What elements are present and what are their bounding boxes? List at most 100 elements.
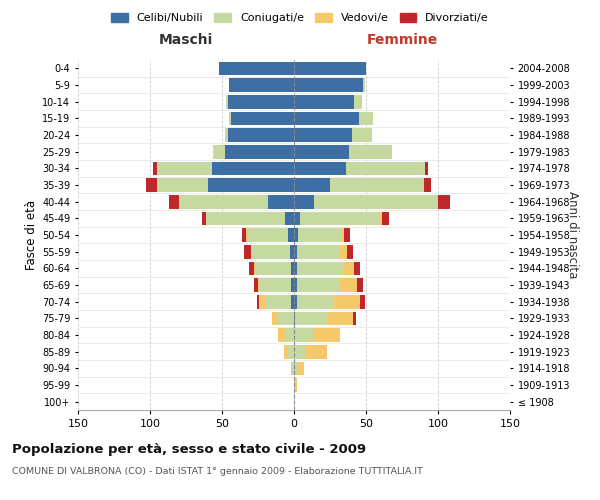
Bar bbox=[355, 95, 362, 108]
Bar bbox=[179, 195, 268, 208]
Bar bbox=[294, 295, 297, 308]
Bar bbox=[259, 278, 291, 292]
Bar bbox=[255, 262, 291, 275]
Bar bbox=[294, 112, 359, 125]
Bar bbox=[349, 145, 392, 158]
Bar bbox=[359, 112, 373, 125]
Bar bbox=[379, 212, 382, 225]
Bar bbox=[314, 195, 437, 208]
Bar bbox=[229, 78, 294, 92]
Bar bbox=[346, 162, 425, 175]
Bar bbox=[297, 262, 343, 275]
Bar bbox=[330, 178, 424, 192]
Bar bbox=[251, 245, 252, 258]
Bar bbox=[294, 362, 297, 375]
Bar bbox=[206, 212, 286, 225]
Bar bbox=[265, 295, 291, 308]
Bar bbox=[254, 278, 258, 292]
Bar bbox=[229, 112, 230, 125]
Bar bbox=[314, 328, 340, 342]
Bar bbox=[219, 62, 294, 75]
Bar bbox=[294, 178, 330, 192]
Bar bbox=[291, 262, 294, 275]
Bar bbox=[355, 262, 360, 275]
Bar bbox=[363, 78, 365, 92]
Bar bbox=[347, 245, 353, 258]
Bar bbox=[294, 78, 363, 92]
Bar bbox=[295, 312, 327, 325]
Bar bbox=[334, 295, 360, 308]
Bar bbox=[294, 328, 314, 342]
Bar bbox=[297, 362, 304, 375]
Bar bbox=[294, 378, 295, 392]
Bar bbox=[291, 362, 294, 375]
Bar bbox=[146, 178, 157, 192]
Bar bbox=[305, 345, 327, 358]
Bar bbox=[157, 162, 212, 175]
Bar bbox=[297, 295, 334, 308]
Bar bbox=[294, 195, 314, 208]
Bar bbox=[294, 162, 346, 175]
Bar bbox=[294, 312, 295, 325]
Bar bbox=[341, 228, 344, 242]
Bar bbox=[294, 62, 366, 75]
Bar bbox=[340, 278, 358, 292]
Bar bbox=[291, 278, 294, 292]
Bar bbox=[248, 228, 288, 242]
Bar bbox=[291, 295, 294, 308]
Bar bbox=[438, 195, 449, 208]
Bar bbox=[272, 312, 277, 325]
Bar bbox=[244, 245, 251, 258]
Bar bbox=[425, 162, 428, 175]
Bar bbox=[286, 328, 294, 342]
Bar bbox=[294, 145, 349, 158]
Bar bbox=[277, 312, 294, 325]
Bar bbox=[286, 212, 294, 225]
Text: Maschi: Maschi bbox=[159, 32, 213, 46]
Bar bbox=[424, 178, 431, 192]
Bar bbox=[294, 345, 305, 358]
Bar bbox=[382, 212, 389, 225]
Bar bbox=[257, 295, 259, 308]
Bar bbox=[202, 212, 206, 225]
Bar bbox=[344, 228, 350, 242]
Bar bbox=[340, 245, 347, 258]
Bar bbox=[259, 295, 265, 308]
Bar bbox=[288, 345, 294, 358]
Bar bbox=[288, 228, 294, 242]
Bar bbox=[343, 262, 355, 275]
Bar bbox=[360, 295, 365, 308]
Bar bbox=[228, 128, 294, 142]
Bar bbox=[169, 195, 179, 208]
Bar bbox=[208, 178, 294, 192]
Bar bbox=[437, 195, 438, 208]
Bar bbox=[327, 312, 353, 325]
Bar bbox=[157, 178, 208, 192]
Bar bbox=[153, 162, 157, 175]
Y-axis label: Fasce di età: Fasce di età bbox=[25, 200, 38, 270]
Bar bbox=[294, 95, 355, 108]
Bar bbox=[295, 378, 297, 392]
Bar bbox=[294, 128, 352, 142]
Bar bbox=[226, 95, 228, 108]
Bar bbox=[254, 262, 255, 275]
Bar bbox=[297, 245, 340, 258]
Bar bbox=[268, 195, 294, 208]
Text: COMUNE DI VALBRONA (CO) - Dati ISTAT 1° gennaio 2009 - Elaborazione TUTTITALIA.I: COMUNE DI VALBRONA (CO) - Dati ISTAT 1° … bbox=[12, 468, 423, 476]
Bar bbox=[290, 245, 294, 258]
Bar bbox=[284, 345, 288, 358]
Text: Popolazione per età, sesso e stato civile - 2009: Popolazione per età, sesso e stato civil… bbox=[12, 442, 366, 456]
Bar bbox=[294, 212, 300, 225]
Bar bbox=[212, 162, 294, 175]
Bar bbox=[252, 245, 290, 258]
Legend: Celibi/Nubili, Coniugati/e, Vedovi/e, Divorziati/e: Celibi/Nubili, Coniugati/e, Vedovi/e, Di… bbox=[107, 8, 493, 28]
Bar bbox=[242, 228, 247, 242]
Bar bbox=[294, 228, 298, 242]
Bar bbox=[300, 212, 379, 225]
Bar bbox=[250, 262, 254, 275]
Bar bbox=[294, 245, 297, 258]
Bar bbox=[294, 278, 297, 292]
Bar bbox=[353, 312, 356, 325]
Bar bbox=[247, 228, 248, 242]
Bar bbox=[294, 262, 297, 275]
